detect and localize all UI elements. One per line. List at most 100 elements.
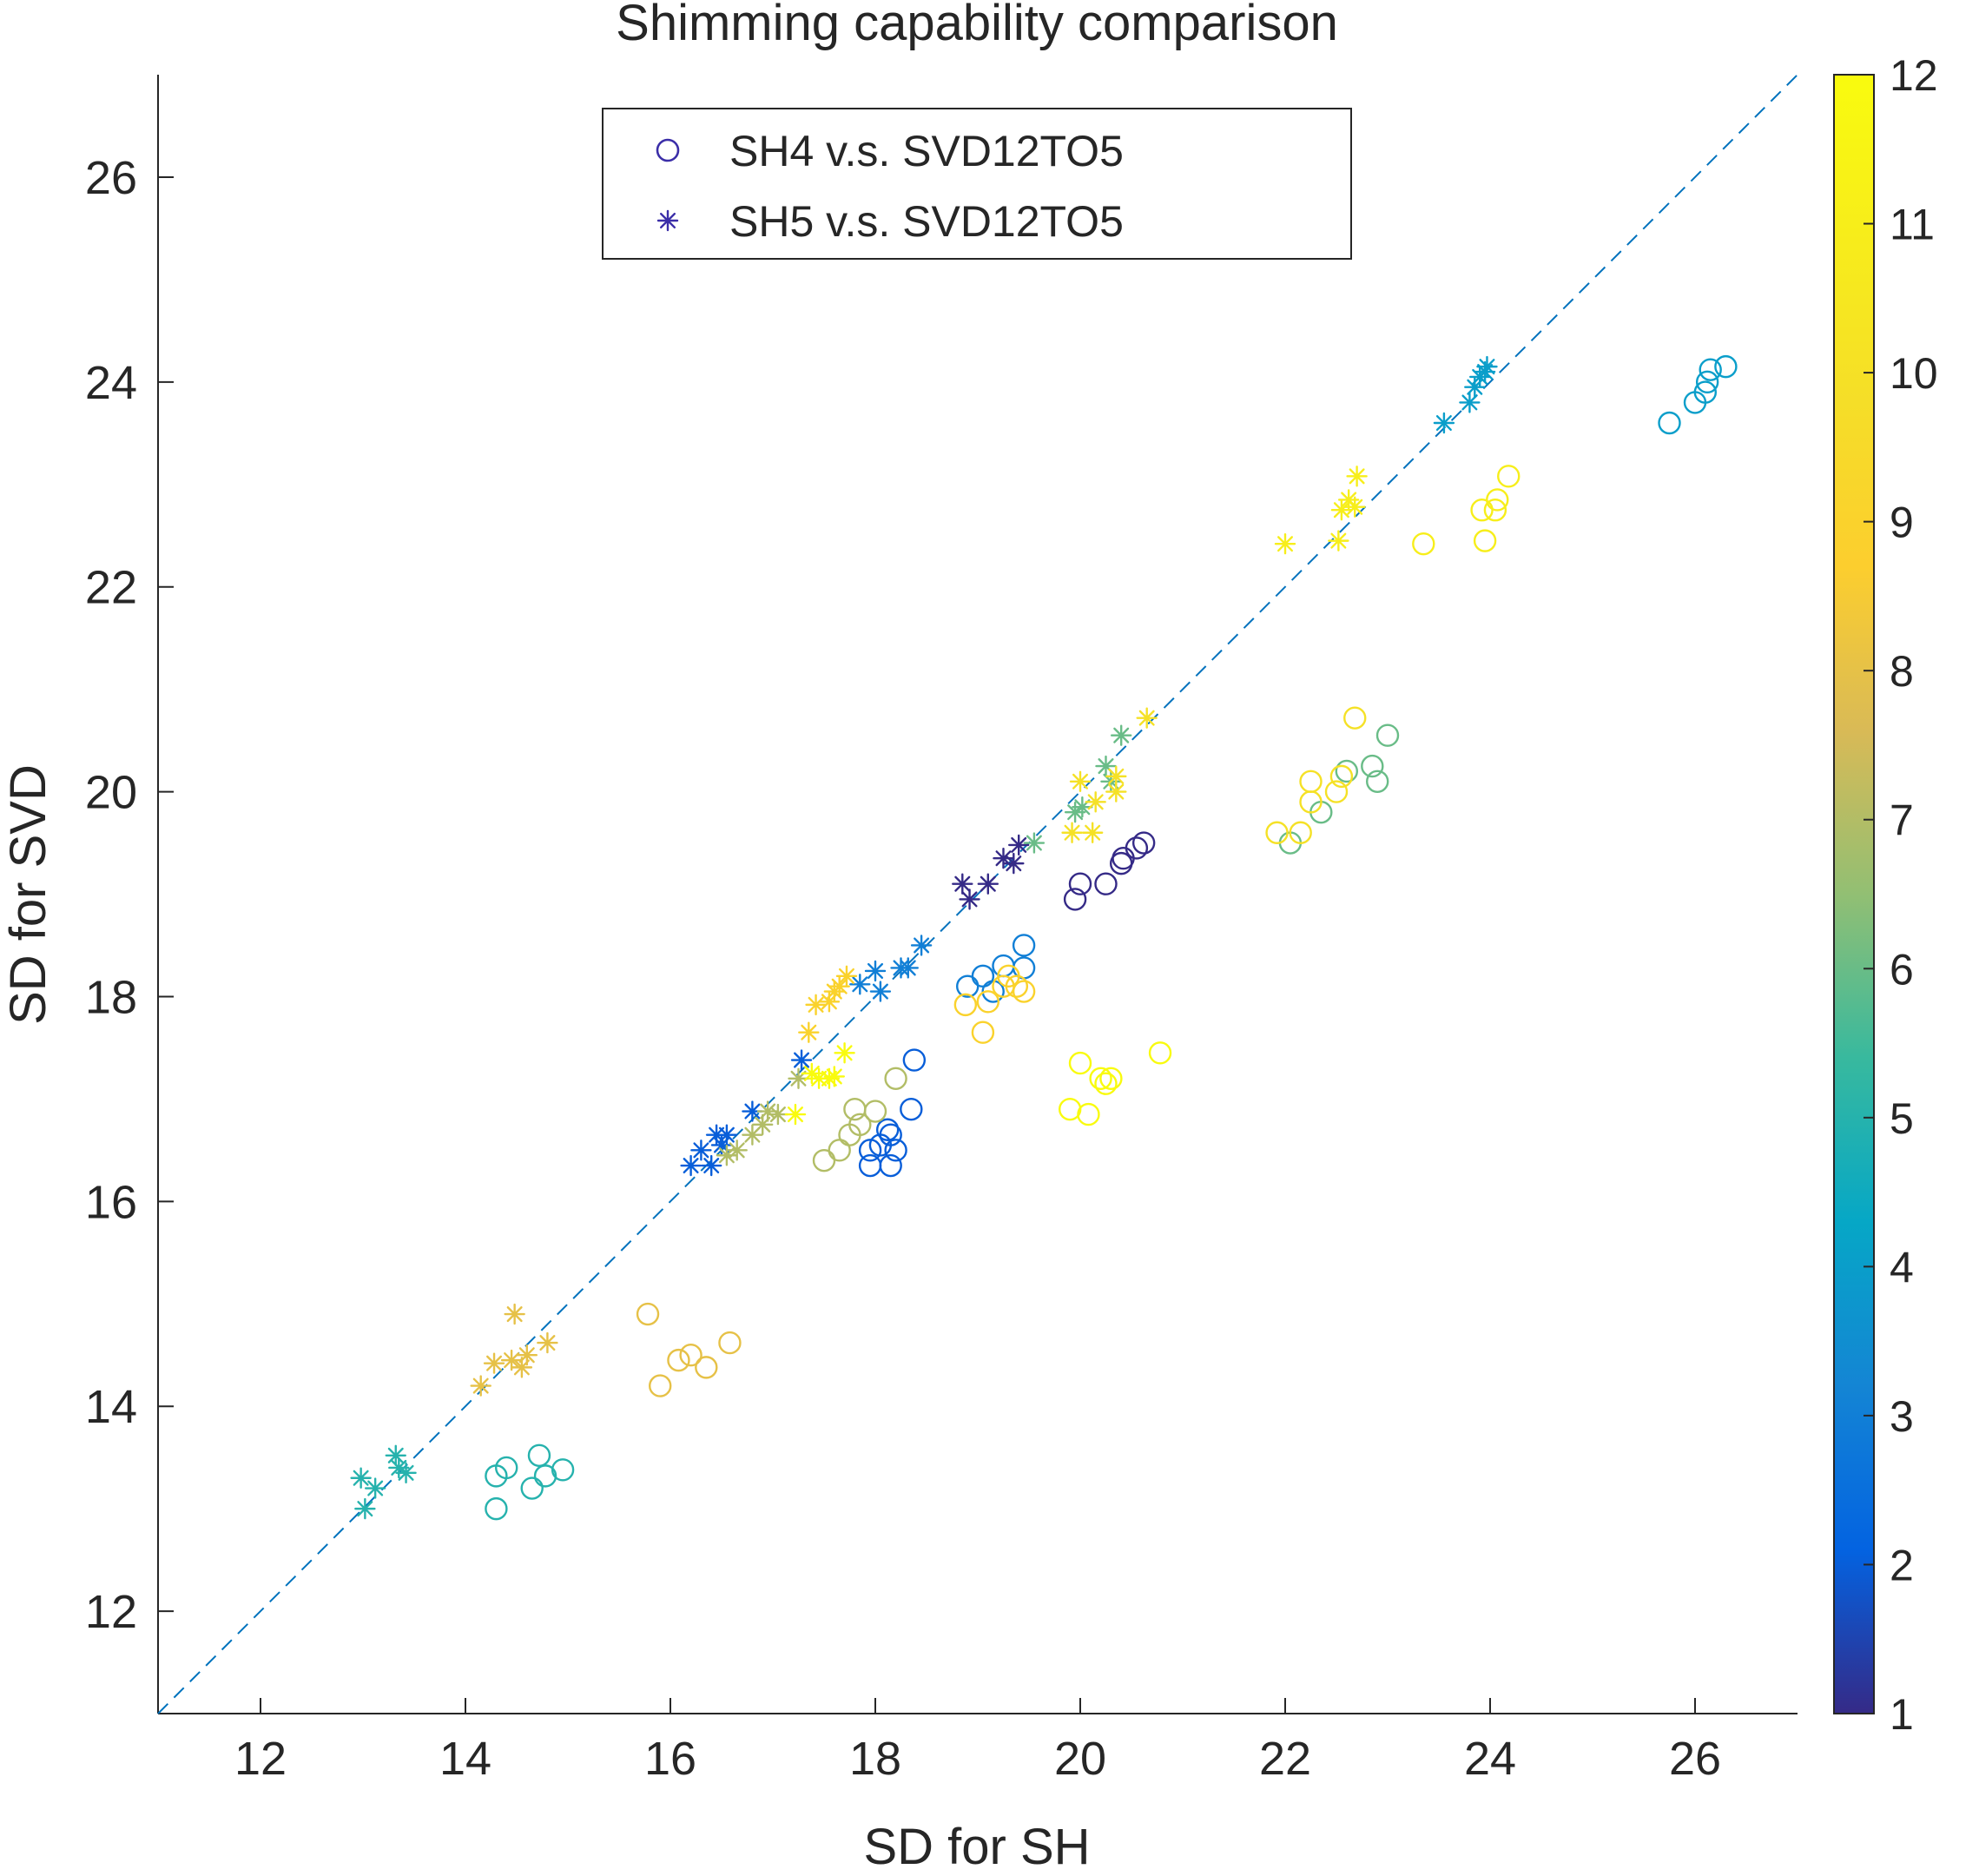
sh5-asterisk-point: [364, 1477, 386, 1499]
legend-asterisk-glyph: [656, 209, 679, 232]
colorbar-tick-label: 2: [1890, 1541, 1914, 1589]
sh5-asterisk-point: [756, 1100, 779, 1122]
sh5-asterisk-point: [350, 1467, 372, 1489]
sh5-asterisk-point: [385, 1444, 406, 1466]
sh5-asterisk-point: [798, 1021, 820, 1043]
sh4-circle-point: [1265, 821, 1289, 844]
sh4-circle-point: [1005, 974, 1029, 998]
sh4-circle-point: [1699, 358, 1722, 381]
legend-box: [602, 108, 1352, 260]
sh4-circle-point: [812, 1148, 836, 1172]
sh4-circle-point: [848, 1113, 872, 1137]
colorbar-tick-label: 9: [1890, 499, 1914, 547]
sh5-asterisk-point: [1081, 822, 1104, 843]
sh4-circle-point: [1329, 764, 1354, 789]
sh4-circle-point: [636, 1302, 660, 1326]
plot-area: 12 14 16 18 20 22 24 26 12 14 16 18 20 22 24 26: [85, 74, 1798, 1785]
sh4-circle-point: [1094, 872, 1118, 895]
colorbar-tick-label: 11: [1890, 201, 1935, 249]
sh5-asterisk-point: [823, 1066, 845, 1087]
sh4-circle-point: [527, 1443, 551, 1467]
x-tick-label: 14: [439, 1733, 491, 1785]
colorbar-tick-label: 5: [1890, 1094, 1914, 1143]
sh5-asterisk-point: [1136, 707, 1158, 729]
sh5-asterisk-point: [818, 991, 841, 1013]
sh5-asterisk-point: [869, 981, 892, 1002]
colorbar-tick-label: 1: [1890, 1690, 1914, 1739]
legend-label-sh5: SH5 v.s. SVD12TO5: [729, 197, 1124, 246]
sh5-asterisk-point: [805, 994, 827, 1016]
legend-circle-marker: [656, 138, 680, 162]
sh4-circle-point: [485, 1496, 508, 1521]
colorbar-tick-label: 10: [1890, 349, 1938, 398]
y-axis-label: SD for SVD: [0, 764, 56, 1025]
chart-title: Shimming capability comparison: [616, 0, 1338, 51]
y-tick-label: 16: [85, 1176, 137, 1228]
legend-asterisk-marker: [656, 209, 679, 232]
sh4-circle-point: [520, 1476, 544, 1500]
sh4-circle-point: [879, 1153, 902, 1178]
sh4-circle-point: [1693, 380, 1718, 404]
legend-label-sh4: SH4 v.s. SVD12TO5: [729, 127, 1124, 175]
sh4-circle-point: [1131, 831, 1156, 855]
sh5-asterisk-point: [828, 975, 850, 997]
sh5-asterisk-point: [993, 848, 1014, 869]
sh5-asterisk-point: [1459, 392, 1481, 413]
sh5-asterisk-point: [483, 1352, 505, 1374]
sh4-circle-point: [1289, 821, 1312, 844]
sh5-asterisk-point: [1061, 822, 1083, 843]
sh5-asterisk-point: [788, 1067, 809, 1089]
sh5-asterisk-point: [516, 1344, 538, 1366]
sh5-asterisk-point: [726, 1139, 748, 1161]
y-tick-label: 24: [85, 357, 137, 409]
colorbar-tick-label: 4: [1890, 1243, 1914, 1291]
sh5-asterisk-point: [1476, 355, 1498, 378]
sh5-asterisk-point: [710, 1134, 733, 1156]
sh4-circle-point: [1125, 836, 1149, 860]
colorbar-gradient: [1833, 74, 1875, 1714]
sh5-asterisk-point: [1328, 530, 1349, 552]
sh5-asterisk-point: [1072, 796, 1093, 818]
sh4-circle-point: [900, 1097, 923, 1121]
sh4-circle-point: [1094, 1072, 1118, 1095]
sh4-circle-point: [875, 1118, 900, 1141]
x-tick-label: 26: [1669, 1733, 1721, 1785]
sh4-circle-point: [1324, 780, 1349, 803]
sh4-circle-point: [1299, 770, 1323, 793]
sh4-circle-point: [1361, 754, 1384, 778]
sh4-circle-point: [1068, 1051, 1092, 1075]
sh5-asterisk-point: [1007, 834, 1030, 856]
sh5-asterisk-point: [834, 1042, 855, 1064]
sh4-circle-point: [495, 1456, 518, 1480]
sh4-circle-point: [1012, 934, 1036, 957]
sh5-asterisk-point: [784, 1103, 807, 1126]
colorbar-tick-label: 12: [1890, 51, 1938, 100]
data-markers: [350, 354, 1738, 1521]
x-tick-label: 16: [644, 1733, 696, 1785]
sh5-asterisk-point: [910, 935, 933, 956]
sh5-asterisk-point: [1105, 765, 1127, 788]
x-tick-label: 24: [1464, 1733, 1516, 1785]
sh4-circle-point: [884, 1139, 907, 1162]
sh5-asterisk-point: [977, 873, 999, 895]
sh4-circle-point: [1658, 411, 1681, 435]
sh4-circle-point: [1695, 370, 1719, 394]
sh5-asterisk-point: [1433, 412, 1455, 434]
sh4-circle-point: [667, 1348, 690, 1372]
sh4-circle-point: [1012, 980, 1036, 1003]
sh4-circle-point: [976, 990, 1000, 1014]
x-tick-label: 18: [849, 1733, 901, 1785]
sh4-circle-point: [1077, 1102, 1100, 1126]
sh4-circle-point: [953, 993, 978, 1017]
sh5-asterisk-point: [1110, 724, 1132, 746]
sh4-circle-point: [971, 964, 995, 988]
sh5-asterisk-point: [1346, 466, 1368, 487]
y-tick-label: 22: [85, 562, 137, 614]
sh5-asterisk-point: [680, 1154, 702, 1177]
sh5-asterisk-point: [354, 1497, 376, 1520]
x-tick-label: 20: [1054, 1733, 1106, 1785]
sh5-asterisk-point: [500, 1349, 523, 1371]
